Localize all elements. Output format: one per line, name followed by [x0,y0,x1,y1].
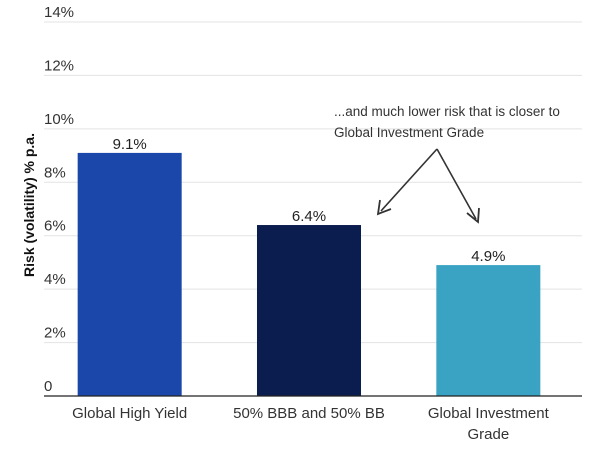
y-tick-label: 10% [44,111,74,128]
category-label: Global High Yield [72,405,187,422]
y-tick-label: 6% [44,218,66,235]
bar [77,152,182,396]
y-axis-ticks: 0 2% 4% 6% 8% 10% 12% 14% [44,4,74,395]
category-label: 50% BBB and 50% BB [233,405,385,422]
annotation-arrow-right [436,148,477,220]
annotation-arrow-right-head [466,207,480,224]
category-label: Grade [467,426,509,443]
category-label: Global Investment [428,405,550,422]
data-labels: 9.1% 6.4% 4.9% [113,136,506,265]
y-tick-label: 8% [44,164,66,181]
bar [256,225,362,396]
y-axis-label: Risk (volatility) % p.a. [21,133,37,277]
y-tick-label: 12% [44,57,74,74]
y-tick-label: 2% [44,325,66,342]
y-tick-label: 0 [44,378,52,395]
bars [77,152,541,396]
annotation-line-1: ...and much lower risk that is closer to [334,104,560,119]
annotation: ...and much lower risk that is closer to… [334,104,560,224]
y-tick-label: 4% [44,271,66,288]
annotation-arrow-left [380,148,438,212]
data-label: 9.1% [113,136,147,153]
y-tick-label: 14% [44,4,74,21]
data-label: 4.9% [471,248,505,265]
x-axis-categories: Global High Yield 50% BBB and 50% BB Globa… [72,405,549,443]
bar [436,265,541,396]
data-label: 6.4% [292,208,326,225]
annotation-arrow-left-head [376,199,392,216]
annotation-line-2: Global Investment Grade [334,125,484,140]
